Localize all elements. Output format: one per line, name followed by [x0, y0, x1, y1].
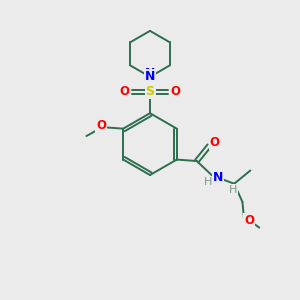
Text: N: N	[213, 171, 224, 184]
Text: N: N	[145, 70, 155, 83]
Text: H: H	[203, 177, 212, 187]
Text: O: O	[244, 214, 254, 227]
Text: N: N	[145, 67, 155, 80]
Text: S: S	[146, 85, 154, 98]
Text: O: O	[96, 119, 106, 132]
Text: H: H	[229, 185, 237, 195]
Text: O: O	[171, 85, 181, 98]
Text: O: O	[119, 85, 129, 98]
Text: O: O	[209, 136, 220, 149]
